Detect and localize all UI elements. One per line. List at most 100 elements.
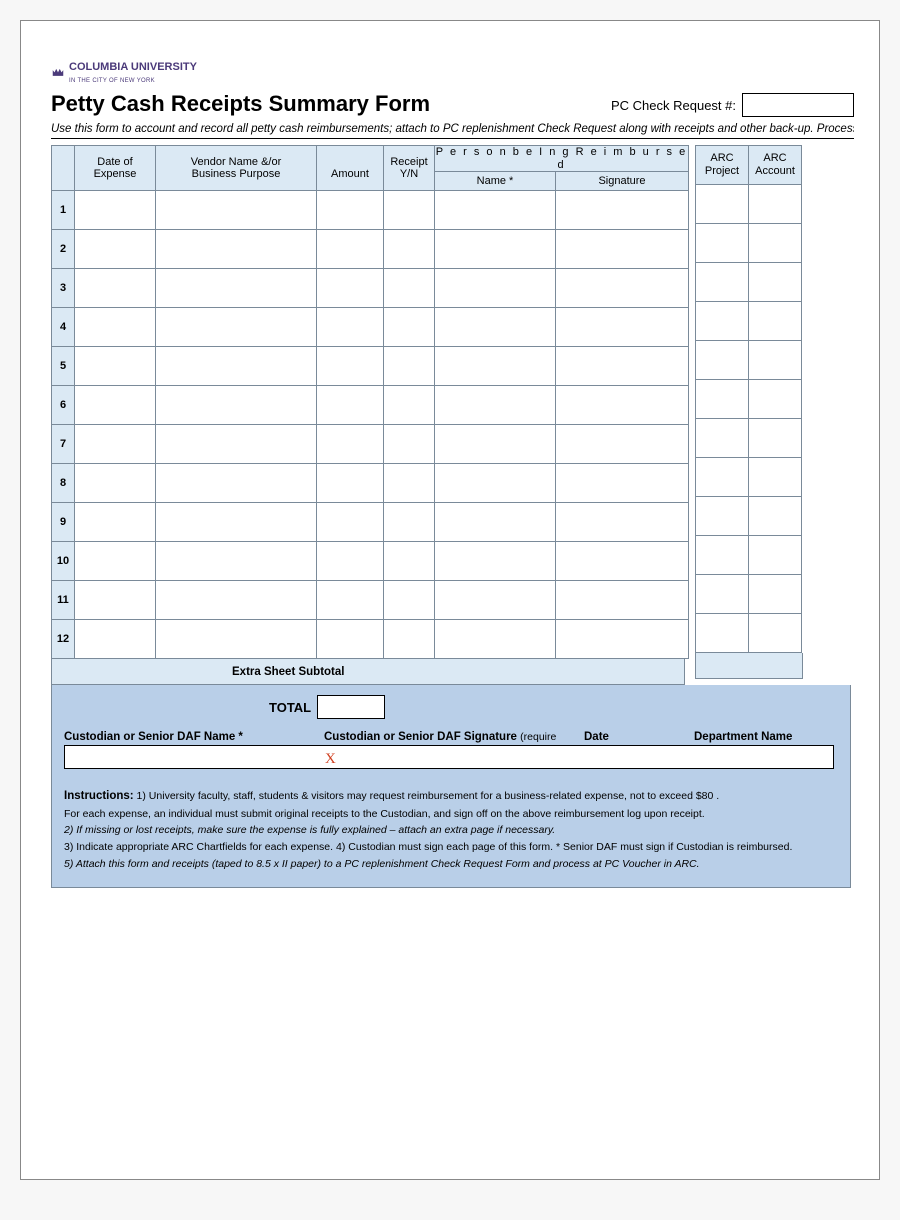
cell-arc-project[interactable]	[696, 263, 749, 302]
cell-date[interactable]	[75, 269, 156, 308]
cell-arc-account[interactable]	[749, 224, 802, 263]
cell-person-signature[interactable]	[556, 542, 689, 581]
cell-date[interactable]	[75, 347, 156, 386]
cell-arc-account[interactable]	[749, 614, 802, 653]
cell-receipt[interactable]	[384, 581, 435, 620]
cell-arc-account[interactable]	[749, 185, 802, 224]
cell-person-name[interactable]	[435, 464, 556, 503]
cell-vendor[interactable]	[156, 542, 317, 581]
cell-receipt[interactable]	[384, 620, 435, 659]
cell-amount[interactable]	[317, 230, 384, 269]
cell-amount[interactable]	[317, 581, 384, 620]
cell-vendor[interactable]	[156, 581, 317, 620]
cell-person-signature[interactable]	[556, 425, 689, 464]
cell-person-signature[interactable]	[556, 269, 689, 308]
cell-person-signature[interactable]	[556, 464, 689, 503]
cell-person-name[interactable]	[435, 191, 556, 230]
cell-person-name[interactable]	[435, 581, 556, 620]
cell-arc-project[interactable]	[696, 536, 749, 575]
cell-vendor[interactable]	[156, 347, 317, 386]
cell-arc-account[interactable]	[749, 302, 802, 341]
cell-vendor[interactable]	[156, 503, 317, 542]
cell-date[interactable]	[75, 425, 156, 464]
cell-date[interactable]	[75, 620, 156, 659]
cell-arc-account[interactable]	[749, 419, 802, 458]
cell-arc-account[interactable]	[749, 536, 802, 575]
cell-date[interactable]	[75, 581, 156, 620]
cell-person-name[interactable]	[435, 503, 556, 542]
cell-person-name[interactable]	[435, 347, 556, 386]
cell-person-name[interactable]	[435, 386, 556, 425]
cell-receipt[interactable]	[384, 425, 435, 464]
cell-person-signature[interactable]	[556, 347, 689, 386]
cell-person-name[interactable]	[435, 308, 556, 347]
instr-line1b: For each expense, an individual must sub…	[64, 808, 705, 820]
cell-receipt[interactable]	[384, 308, 435, 347]
cell-vendor[interactable]	[156, 425, 317, 464]
cell-receipt[interactable]	[384, 503, 435, 542]
cell-person-name[interactable]	[435, 542, 556, 581]
cell-person-signature[interactable]	[556, 230, 689, 269]
cell-arc-project[interactable]	[696, 380, 749, 419]
cell-amount[interactable]	[317, 542, 384, 581]
cell-amount[interactable]	[317, 347, 384, 386]
cell-receipt[interactable]	[384, 269, 435, 308]
cell-person-signature[interactable]	[556, 581, 689, 620]
cell-date[interactable]	[75, 308, 156, 347]
cell-arc-account[interactable]	[749, 575, 802, 614]
cell-arc-project[interactable]	[696, 614, 749, 653]
cell-date[interactable]	[75, 464, 156, 503]
cell-receipt[interactable]	[384, 542, 435, 581]
cell-date[interactable]	[75, 542, 156, 581]
cell-person-signature[interactable]	[556, 191, 689, 230]
cell-vendor[interactable]	[156, 464, 317, 503]
cell-arc-project[interactable]	[696, 185, 749, 224]
cell-amount[interactable]	[317, 191, 384, 230]
cell-amount[interactable]	[317, 464, 384, 503]
cell-arc-account[interactable]	[749, 341, 802, 380]
cell-person-name[interactable]	[435, 269, 556, 308]
cell-vendor[interactable]	[156, 269, 317, 308]
total-input[interactable]	[317, 695, 385, 719]
cell-amount[interactable]	[317, 386, 384, 425]
cell-person-signature[interactable]	[556, 308, 689, 347]
cell-vendor[interactable]	[156, 620, 317, 659]
cell-arc-account[interactable]	[749, 497, 802, 536]
cell-person-name[interactable]	[435, 425, 556, 464]
cell-receipt[interactable]	[384, 347, 435, 386]
cell-arc-project[interactable]	[696, 575, 749, 614]
cell-receipt[interactable]	[384, 386, 435, 425]
cell-date[interactable]	[75, 230, 156, 269]
cell-date[interactable]	[75, 386, 156, 425]
cell-arc-project[interactable]	[696, 302, 749, 341]
cell-arc-account[interactable]	[749, 380, 802, 419]
cell-arc-account[interactable]	[749, 263, 802, 302]
cell-date[interactable]	[75, 191, 156, 230]
cell-arc-account[interactable]	[749, 458, 802, 497]
cell-person-signature[interactable]	[556, 620, 689, 659]
cell-person-signature[interactable]	[556, 503, 689, 542]
cell-arc-project[interactable]	[696, 341, 749, 380]
cell-amount[interactable]	[317, 620, 384, 659]
cell-vendor[interactable]	[156, 230, 317, 269]
cell-vendor[interactable]	[156, 386, 317, 425]
cell-amount[interactable]	[317, 269, 384, 308]
cell-arc-project[interactable]	[696, 458, 749, 497]
cell-receipt[interactable]	[384, 230, 435, 269]
cell-amount[interactable]	[317, 425, 384, 464]
cell-vendor[interactable]	[156, 308, 317, 347]
cell-amount[interactable]	[317, 308, 384, 347]
signature-box[interactable]: X	[64, 745, 834, 769]
check-request-input[interactable]	[742, 93, 854, 117]
cell-amount[interactable]	[317, 503, 384, 542]
cell-vendor[interactable]	[156, 191, 317, 230]
cell-person-name[interactable]	[435, 230, 556, 269]
cell-receipt[interactable]	[384, 464, 435, 503]
cell-receipt[interactable]	[384, 191, 435, 230]
cell-person-name[interactable]	[435, 620, 556, 659]
cell-date[interactable]	[75, 503, 156, 542]
cell-arc-project[interactable]	[696, 497, 749, 536]
cell-arc-project[interactable]	[696, 419, 749, 458]
cell-person-signature[interactable]	[556, 386, 689, 425]
cell-arc-project[interactable]	[696, 224, 749, 263]
